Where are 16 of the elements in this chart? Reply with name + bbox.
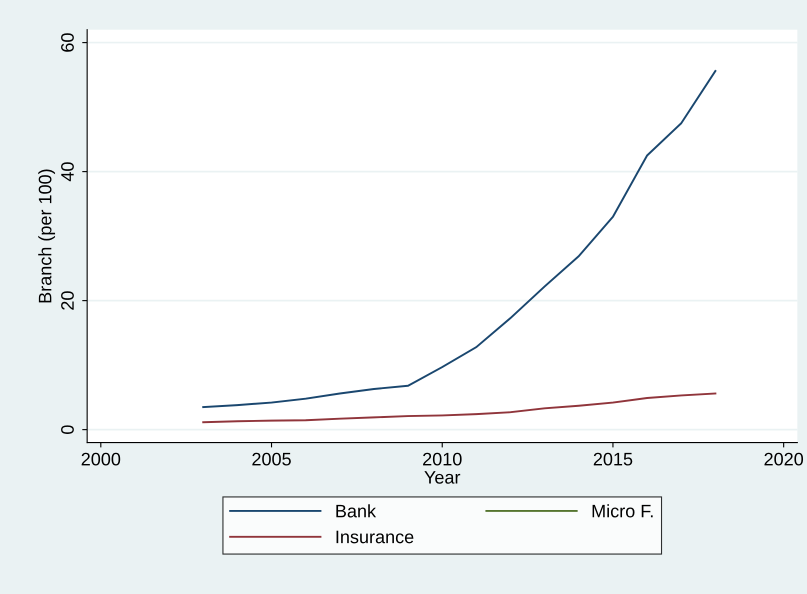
x-tick-label: 2005 xyxy=(252,452,291,466)
x-tick-label: 2015 xyxy=(594,452,632,466)
y-tick-label: 20 xyxy=(61,291,74,310)
y-tick-label: 0 xyxy=(61,425,74,434)
x-tick-label: 2020 xyxy=(764,452,804,466)
legend-label: Micro F. xyxy=(592,504,653,518)
legend-label: Bank xyxy=(336,504,376,518)
x-tick-label: 2000 xyxy=(82,452,120,466)
line-series xyxy=(202,392,716,424)
line-series xyxy=(202,70,716,408)
y-axis-title: Branch (per 100) xyxy=(38,169,56,302)
x-axis-title: Year xyxy=(424,471,460,484)
legend-label: Insurance xyxy=(336,530,414,544)
y-tick-label: 60 xyxy=(61,33,74,52)
x-tick-label: 2010 xyxy=(423,452,462,466)
y-tick-label: 40 xyxy=(61,162,74,182)
